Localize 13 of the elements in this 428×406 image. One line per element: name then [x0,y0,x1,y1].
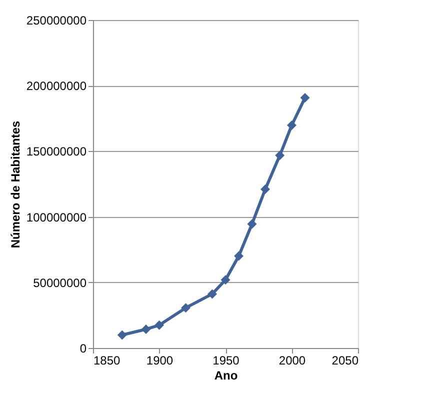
y-tick-label: 100000000 [26,210,87,224]
x-axis-title: Ano [214,368,238,382]
y-tick-label: 250000000 [26,14,87,28]
x-tick-label: 2000 [278,354,306,368]
x-tick-label: 2050 [332,354,359,368]
y-tick-label: 150000000 [26,144,87,159]
x-tick-label: 1950 [212,354,240,368]
y-axis-title: Número de Habitantes [8,120,22,248]
x-tick-label: 1850 [94,354,121,368]
y-tick-label: 50000000 [33,276,87,290]
x-tick-label: 1900 [146,354,174,368]
y-tick-label: 0 [80,342,87,356]
y-tick-label: 200000000 [26,79,87,94]
